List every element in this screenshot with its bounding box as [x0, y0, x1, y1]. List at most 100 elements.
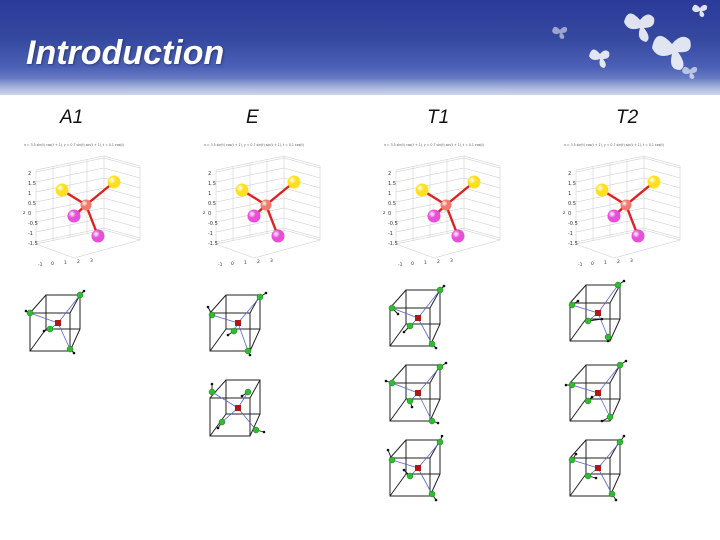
- yellow-atom: [647, 175, 661, 189]
- y-tick-label: 0.5: [568, 201, 576, 207]
- x-tick-label: 2: [617, 259, 620, 265]
- arrow-head: [262, 430, 266, 434]
- green-atom: [606, 413, 614, 421]
- cube-frame: [209, 294, 261, 352]
- magenta-atom: [427, 209, 441, 223]
- arrow-head: [248, 353, 252, 357]
- green-atom: [584, 472, 592, 480]
- cube-link: [29, 312, 59, 324]
- x-tick-label: 0: [51, 261, 54, 267]
- green-atom: [608, 490, 616, 498]
- arrow-head: [384, 379, 388, 383]
- z-axis-label: z: [383, 211, 386, 216]
- green-atom: [218, 418, 226, 426]
- cube-link: [211, 314, 239, 324]
- green-atom: [244, 347, 252, 355]
- green-atom: [436, 363, 444, 371]
- green-atom: [406, 472, 414, 480]
- x-tick-label: 3: [270, 258, 273, 264]
- red-atom: [235, 405, 241, 411]
- arrow-head: [206, 305, 210, 309]
- y-tick-label: 0: [568, 211, 571, 217]
- x-tick-label: 0: [591, 261, 594, 267]
- arrow-head: [444, 361, 448, 365]
- green-atom: [252, 426, 260, 434]
- yellow-atom: [235, 183, 249, 197]
- yellow-atom: [595, 183, 609, 197]
- cube-link: [391, 307, 419, 319]
- x-tick-label: 0: [411, 261, 414, 267]
- red-atom: [235, 320, 241, 326]
- x-tick-label: 2: [77, 259, 80, 265]
- arrow-head: [574, 452, 578, 456]
- column-label-a1: A1: [60, 107, 84, 128]
- y-tick-label: 1: [208, 191, 211, 197]
- magenta-atom: [91, 229, 105, 243]
- y-tick-label: 1.5: [388, 181, 396, 187]
- arrow-head: [614, 498, 618, 502]
- green-atom: [388, 456, 396, 464]
- cube-diagram-t1-1: [388, 284, 446, 350]
- y-tick-label: 0: [208, 211, 211, 217]
- x-tick-label: 1: [604, 260, 607, 266]
- cube-frame: [389, 289, 441, 347]
- green-atom: [436, 286, 444, 294]
- arrow-head: [82, 289, 86, 293]
- y-tick-label: 2: [388, 171, 391, 177]
- magenta-atom: [451, 229, 465, 243]
- red-atom: [595, 390, 601, 396]
- cube-link: [417, 441, 441, 469]
- cube-link: [417, 467, 433, 495]
- y-tick-label: 2: [568, 171, 571, 177]
- red-atom: [595, 310, 601, 316]
- cube-link: [571, 459, 599, 469]
- y-tick-label: 0.5: [208, 201, 216, 207]
- green-atom: [66, 345, 74, 353]
- slide-header: Introduction: [0, 0, 720, 95]
- y-tick-label: -0.5: [208, 221, 218, 227]
- column-label-t2: T2: [616, 107, 639, 128]
- header-fade: [0, 78, 720, 95]
- y-tick-label: -1.5: [28, 241, 38, 247]
- cube-frame: [29, 294, 81, 352]
- x-tick-label: -1: [578, 262, 583, 268]
- x-tick-label: 1: [244, 260, 247, 266]
- green-atom: [208, 388, 216, 396]
- green-atom: [584, 397, 592, 405]
- center-atom: [440, 199, 452, 211]
- arrow-head: [624, 359, 628, 363]
- green-atom: [406, 397, 414, 405]
- magenta-atom: [607, 209, 621, 223]
- x-tick-label: -1: [218, 262, 223, 268]
- column-label-t1: T1: [427, 107, 450, 128]
- green-atom: [614, 281, 622, 289]
- cube-link: [57, 322, 71, 350]
- magenta-atom: [271, 229, 285, 243]
- green-atom: [388, 304, 396, 312]
- arrow-head: [216, 426, 220, 430]
- magenta-atom: [631, 229, 645, 243]
- center-atom: [620, 199, 632, 211]
- y-tick-label: -1.5: [568, 241, 578, 247]
- z-axis-label: z: [23, 211, 26, 216]
- green-atom: [46, 325, 54, 333]
- cube-link: [597, 284, 619, 314]
- green-atom: [584, 317, 592, 325]
- y-tick-label: -1: [28, 231, 33, 237]
- green-atom: [208, 311, 216, 319]
- cube-diagram-t2-2: [564, 359, 628, 423]
- cube-link: [597, 441, 621, 469]
- x-tick-label: -1: [38, 262, 43, 268]
- arrow-head: [264, 291, 268, 295]
- y-tick-label: 0: [388, 211, 391, 217]
- y-tick-label: -0.5: [28, 221, 38, 227]
- x-tick-label: -1: [398, 262, 403, 268]
- magenta-atom: [247, 209, 261, 223]
- green-atom: [428, 490, 436, 498]
- y-tick-label: 1.5: [208, 181, 216, 187]
- cube-link: [597, 392, 611, 418]
- cube-link: [597, 364, 621, 394]
- y-tick-label: 1: [388, 191, 391, 197]
- plot-grid: [215, 155, 321, 259]
- arrow-head: [440, 434, 444, 438]
